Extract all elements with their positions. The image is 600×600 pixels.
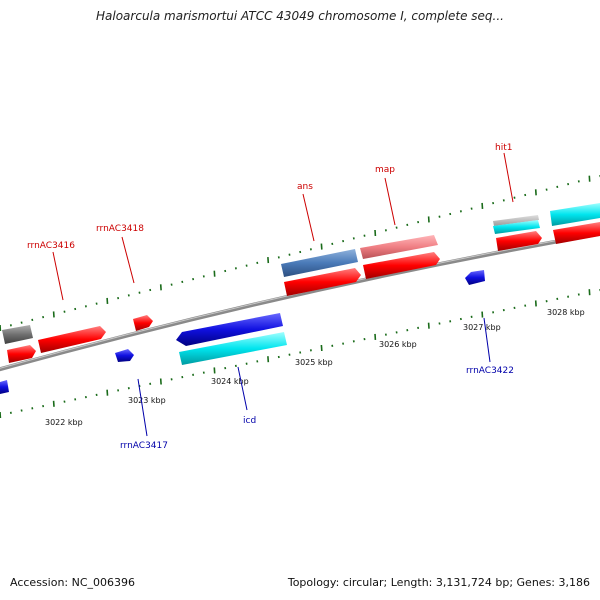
gene-arrow-cyan[interactable] [179, 332, 287, 365]
tick-label: 3023 kbp [128, 396, 166, 405]
gene-arrow-red[interactable] [133, 315, 153, 331]
features-upper [2, 203, 600, 363]
tick-label: 3028 kbp [547, 308, 585, 317]
gene-arrow-blue[interactable] [0, 380, 9, 394]
feature-label-rrnAC3416: rrnAC3416 [27, 241, 75, 251]
label-leaders [52, 152, 514, 437]
accession-text: Accession: NC_006396 [10, 576, 136, 589]
gene-arrow-cyan[interactable] [493, 220, 540, 234]
gene-arrow-salmon[interactable] [360, 235, 438, 259]
tick-label: 3026 kbp [379, 340, 417, 349]
gene-arrow-blue[interactable] [176, 313, 283, 346]
feature-label-icd: icd [243, 416, 256, 426]
gene-arrow-lightgrey[interactable] [493, 215, 539, 226]
gene-arrow-blue[interactable] [465, 270, 485, 285]
feature-label-rrnAC3418: rrnAC3418 [96, 224, 144, 234]
gene-arrow-red[interactable] [38, 326, 106, 353]
gene-arrow-blue[interactable] [115, 349, 134, 362]
gene-arrow-red[interactable] [7, 345, 36, 363]
gene-arrow-red[interactable] [496, 231, 542, 251]
feature-label-hit1: hit1 [495, 143, 512, 153]
map-title: Haloarcula marismortui ATCC 43049 chromo… [96, 9, 504, 23]
genome-summary-text: Topology: circular; Length: 3,131,724 bp… [287, 576, 590, 589]
gene-arrow-steelblue[interactable] [281, 249, 358, 277]
tick-label: 3027 kbp [463, 323, 501, 332]
feature-label-map: map [375, 165, 395, 175]
gene-arrow-red[interactable] [363, 252, 440, 279]
tick-labels: 3022 kbp 3023 kbp 3024 kbp 3025 kbp 3026… [45, 308, 585, 427]
feature-label-rrnAC3417: rrnAC3417 [120, 441, 168, 451]
gene-arrow-red[interactable] [284, 268, 361, 296]
feature-label-ans: ans [297, 182, 313, 192]
tick-label: 3025 kbp [295, 358, 333, 367]
feature-labels-bottom: rrnAC3417 icd rrnAC3422 [120, 366, 514, 451]
tick-marks [0, 175, 600, 419]
tick-label: 3024 kbp [211, 377, 249, 386]
gene-arrow-grey[interactable] [2, 325, 33, 344]
features-lower [0, 270, 485, 394]
tick-label: 3022 kbp [45, 418, 83, 427]
gene-arrow-red[interactable] [553, 222, 600, 244]
feature-label-rrnAC3422: rrnAC3422 [466, 366, 514, 376]
feature-labels-top: rrnAC3416 rrnAC3418 ans map hit1 [27, 143, 512, 251]
chromosome-backbone [0, 231, 600, 372]
gene-arrow-cyan[interactable] [550, 203, 600, 226]
